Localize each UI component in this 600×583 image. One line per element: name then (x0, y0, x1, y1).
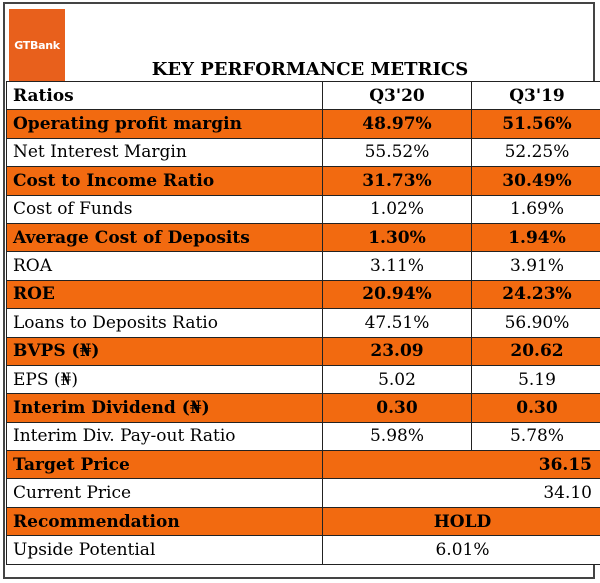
row-q3-19: 1.69% (471, 194, 600, 224)
table-row: Cost to Income Ratio 31.73% 30.49% (6, 166, 600, 196)
gtbank-logo: GTBank (9, 9, 65, 81)
row-label: Average Cost of Deposits (6, 222, 323, 253)
row-label: Interim Div. Pay-out Ratio (6, 421, 323, 452)
row-q3-20: 20.94% (322, 279, 472, 310)
row-q3-20: 3.11% (322, 251, 472, 281)
row-q3-19: 3.91% (471, 251, 600, 281)
current-price-label: Current Price (6, 478, 323, 508)
table-row: Operating profit margin 48.97% 51.56% (6, 109, 600, 139)
row-q3-19: 20.62 (471, 336, 600, 366)
table-row: Cost of Funds 1.02% 1.69% (6, 194, 600, 224)
table-row: Interim Dividend (₦) 0.30 0.30 (6, 393, 600, 423)
row-q3-19: 51.56% (471, 109, 600, 139)
table-row: Net Interest Margin 55.52% 52.25% (6, 137, 600, 168)
row-q3-19: 24.23% (471, 279, 600, 310)
row-q3-19: 30.49% (471, 166, 600, 196)
table-row: EPS (₦) 5.02 5.19 (6, 364, 600, 395)
row-q3-20: 1.30% (322, 222, 472, 253)
row-label: Net Interest Margin (6, 137, 323, 168)
table-row: Interim Div. Pay-out Ratio 5.98% 5.78% (6, 421, 600, 452)
table-header-row: Ratios Q3'20 Q3'19 (6, 80, 600, 111)
row-q3-19: 0.30 (471, 393, 600, 423)
row-label: BVPS (₦) (6, 336, 323, 366)
row-q3-20: 5.98% (322, 421, 472, 452)
header-ratios: Ratios (6, 80, 323, 111)
upside-potential-label: Upside Potential (6, 535, 323, 565)
recommendation-label: Recommendation (6, 506, 323, 537)
metrics-table: Ratios Q3'20 Q3'19 Operating profit marg… (6, 80, 600, 565)
row-q3-19: 1.94% (471, 222, 600, 253)
row-q3-20: 31.73% (322, 166, 472, 196)
table-row: Loans to Deposits Ratio 47.51% 56.90% (6, 308, 600, 338)
table-row: BVPS (₦) 23.09 20.62 (6, 336, 600, 366)
row-q3-20: 48.97% (322, 109, 472, 139)
table-row: Average Cost of Deposits 1.30% 1.94% (6, 222, 600, 253)
logo-text: GTBank (14, 38, 60, 52)
row-label: ROE (6, 279, 323, 310)
row-q3-20: 5.02 (322, 364, 472, 395)
row-q3-20: 55.52% (322, 137, 472, 168)
page-title: KEY PERFORMANCE METRICS (151, 59, 469, 80)
row-label: Operating profit margin (6, 109, 323, 139)
upside-potential-row: Upside Potential 6.01% (6, 535, 600, 565)
row-label: Cost to Income Ratio (6, 166, 323, 196)
row-q3-20: 0.30 (322, 393, 472, 423)
target-price-label: Target Price (6, 450, 323, 480)
row-q3-19: 5.78% (471, 421, 600, 452)
row-q3-19: 5.19 (471, 364, 600, 395)
table-row: ROE 20.94% 24.23% (6, 279, 600, 310)
upside-potential-value: 6.01% (322, 535, 600, 565)
row-q3-20: 23.09 (322, 336, 472, 366)
recommendation-value: HOLD (322, 506, 600, 537)
row-label: EPS (₦) (6, 364, 323, 395)
row-label: ROA (6, 251, 323, 281)
header-q3-19: Q3'19 (471, 80, 600, 111)
row-label: Interim Dividend (₦) (6, 393, 323, 423)
header-q3-20: Q3'20 (322, 80, 472, 111)
row-label: Cost of Funds (6, 194, 323, 224)
target-price-row: Target Price 36.15 (6, 450, 600, 480)
row-label: Loans to Deposits Ratio (6, 308, 323, 338)
row-q3-20: 47.51% (322, 308, 472, 338)
target-price-value: 36.15 (322, 450, 600, 480)
current-price-row: Current Price 34.10 (6, 478, 600, 508)
row-q3-19: 52.25% (471, 137, 600, 168)
row-q3-20: 1.02% (322, 194, 472, 224)
table-row: ROA 3.11% 3.91% (6, 251, 600, 281)
recommendation-row: Recommendation HOLD (6, 506, 600, 537)
current-price-value: 34.10 (322, 478, 600, 508)
row-q3-19: 56.90% (471, 308, 600, 338)
